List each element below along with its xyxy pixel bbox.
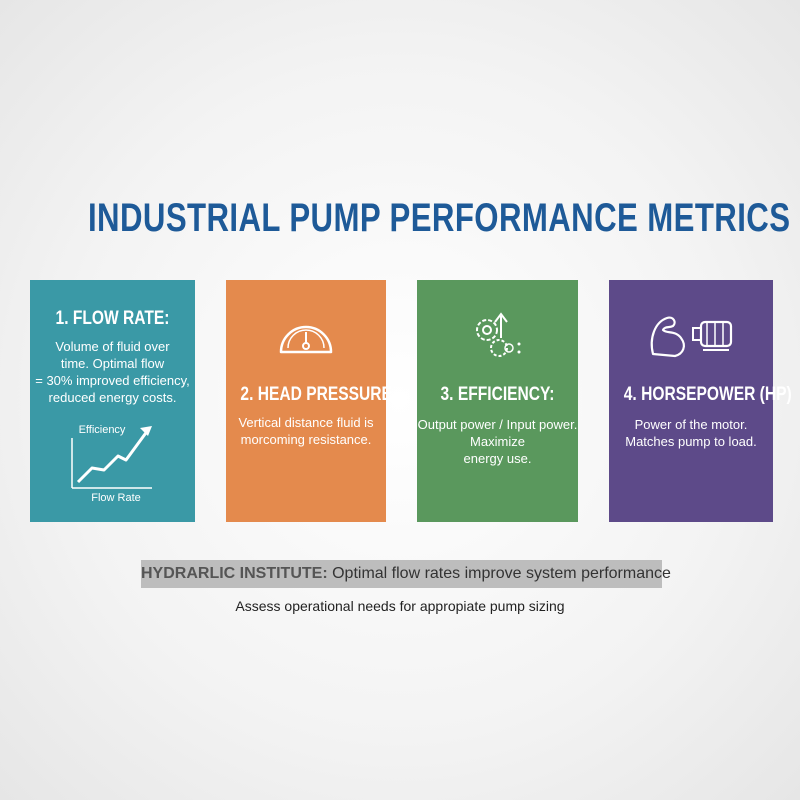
card: 4. HORSEPOWER (HP) Power of the motor. Ma… (609, 280, 792, 522)
card: 1. FLOW RATE: Volume of fluid over time. … (30, 280, 195, 522)
banner-text: Optimal flow rates improve system perfor… (332, 565, 671, 582)
gauge-icon (279, 325, 333, 354)
chart-x-label: Flow Rate (91, 492, 141, 504)
card-title: 2. HEAD PRESSURE (240, 384, 392, 405)
body-line: time. Optimal flow (60, 356, 165, 371)
body-line: Volume of fluid over (55, 339, 170, 354)
card-title: 4. HORSEPOWER (HP) (623, 384, 792, 405)
chart-y-label: Efficiency (79, 424, 126, 436)
body-line: Matches pump to load. (625, 434, 757, 449)
mini-chart: Efficiency Flow Rate (71, 424, 152, 504)
body-line: reduced energy costs. (48, 390, 177, 405)
card: 2. HEAD PRESSURE Vertical distance fluid… (226, 280, 392, 522)
body-line: energy use. (463, 451, 532, 466)
gears-icon (476, 312, 521, 357)
banner: HYDRARLIC INSTITUTE: Optimal flow rates … (141, 560, 671, 588)
body-line: Power of the motor. (634, 417, 748, 432)
body-line: Vertical distance fluid is (238, 415, 374, 430)
body-line: Maximize (470, 434, 525, 449)
title: INDUSTRIAL PUMP PERFORMANCE METRICS (88, 196, 791, 240)
card-body: Output power / Input power. Maximize energ… (417, 416, 578, 467)
card-title: 1. FLOW RATE: (55, 308, 170, 329)
card: 3. EFFICIENCY: Output power / Input powe… (417, 280, 578, 522)
body-line: morcoming resistance. (240, 432, 372, 447)
footer-note: Assess operational needs for appropiate … (235, 598, 565, 614)
card-body: Power of the motor. Matches pump to load. (609, 416, 773, 450)
motor-icon (650, 316, 733, 358)
card-body: Volume of fluid over time. Optimal flow = … (30, 338, 195, 406)
body-line: Output power / Input power. (417, 417, 578, 432)
banner-label: HYDRARLIC INSTITUTE: (141, 565, 328, 582)
card-title: 3. EFFICIENCY: (440, 384, 555, 405)
card-body: Vertical distance fluid is morcoming resi… (226, 414, 386, 448)
body-line: = 30% improved efficiency, (35, 373, 190, 388)
